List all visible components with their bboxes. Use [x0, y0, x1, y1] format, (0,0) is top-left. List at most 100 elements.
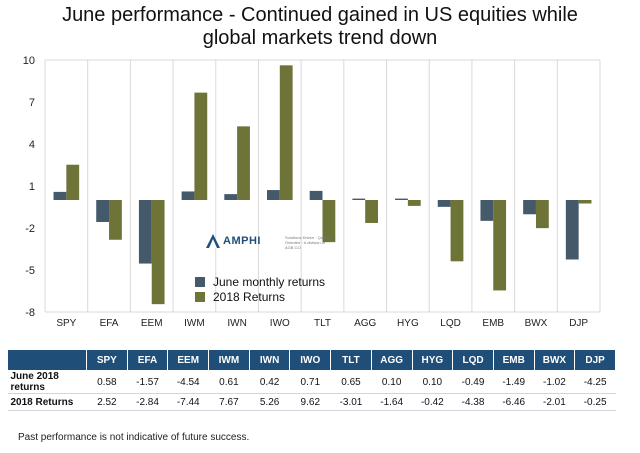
bar-ytd-eem — [151, 200, 165, 305]
table-header-row: SPY EFA EEM IWM IWN IWO TLT AGG HYG LQD … — [7, 349, 616, 371]
bar-ytd-agg — [365, 200, 378, 223]
y-tick-label: 1 — [29, 181, 35, 193]
table-cell: 9.62 — [289, 393, 331, 411]
bar-june-hyg — [395, 198, 408, 200]
y-tick-label: -8 — [25, 307, 35, 319]
x-tick-label: DJP — [569, 318, 588, 328]
table-row: 2018 Returns 2.52 -2.84 -7.44 7.67 5.26 … — [7, 393, 616, 411]
table-row-label: June 2018 returns — [7, 370, 87, 394]
x-tick-label: LQD — [440, 318, 461, 328]
legend-item-ytd: 2018 Returns — [195, 289, 325, 304]
x-tick-label: IWO — [270, 318, 290, 328]
bar-june-lqd — [437, 200, 451, 207]
table-cell: -4.25 — [574, 370, 616, 394]
table-cell: -6.46 — [493, 393, 535, 411]
bar-ytd-efa — [109, 200, 122, 240]
bar-june-bwx — [523, 200, 536, 215]
table-cell: -7.44 — [167, 393, 209, 411]
y-tick-label: 4 — [29, 139, 35, 151]
bar-ytd-lqd — [450, 200, 464, 262]
table-row: June 2018 returns 0.58 -1.57 -4.54 0.61 … — [7, 370, 616, 394]
table-header-cell: HYG — [411, 349, 454, 371]
footnote: Past performance is not indicative of fu… — [18, 432, 250, 443]
table-cell: 5.26 — [249, 393, 290, 411]
table-cell: -0.42 — [412, 393, 453, 411]
bar-june-iwo — [267, 190, 280, 200]
table-header-cell: DJP — [574, 349, 616, 371]
title-line-2: global markets trend down — [202, 27, 438, 49]
bar-june-tlt — [309, 190, 323, 200]
table-cell: 0.10 — [371, 370, 412, 394]
x-tick-label: EFA — [100, 318, 119, 328]
table-header-cell: IWM — [208, 349, 250, 371]
bar-june-eem — [138, 200, 152, 264]
x-tick-label: EEM — [141, 318, 163, 328]
table-cell: -4.54 — [167, 370, 209, 394]
table-cell: -3.01 — [330, 393, 372, 411]
bar-ytd-emb — [493, 200, 507, 291]
returns-table: SPY EFA EEM IWM IWN IWO TLT AGG HYG LQD … — [7, 349, 616, 411]
table-cell: -2.01 — [534, 393, 575, 411]
table-header-cell: IWN — [248, 349, 291, 371]
x-tick-label: SPY — [56, 318, 76, 328]
table-header-cell: EMB — [492, 349, 535, 371]
legend-label-june: June monthly returns — [213, 274, 326, 289]
table-cell: 7.67 — [208, 393, 250, 411]
table-cell: -1.57 — [127, 370, 168, 394]
bar-ytd-iwo — [279, 65, 293, 200]
bar-june-emb — [480, 200, 494, 221]
bar-june-agg — [352, 198, 366, 200]
y-tick-label: -5 — [25, 265, 35, 277]
table-row-label: 2018 Returns — [7, 393, 87, 411]
x-tick-label: IWN — [227, 318, 246, 328]
logo-tagline: Solutions Driven · Quality Oriented · A … — [285, 235, 331, 250]
bar-ytd-spy — [66, 164, 80, 200]
bar-ytd-tlt — [322, 200, 336, 243]
table-cell: 0.65 — [330, 370, 372, 394]
table-header-cell — [7, 349, 87, 371]
bar-ytd-hyg — [407, 200, 421, 206]
bar-june-efa — [96, 200, 110, 222]
table-cell: -0.49 — [452, 370, 494, 394]
table-header-cell: BWX — [533, 349, 576, 371]
y-tick-label: 10 — [23, 55, 35, 67]
table-cell: 0.42 — [249, 370, 290, 394]
title-line-1: June performance - Continued gained in U… — [62, 4, 578, 26]
y-tick-label: 7 — [29, 97, 35, 109]
x-tick-label: AGG — [354, 318, 376, 328]
bar-ytd-iwn — [237, 126, 250, 200]
table-cell: -2.84 — [127, 393, 168, 411]
table-header-cell: LQD — [452, 349, 494, 371]
table-cell: 0.61 — [208, 370, 250, 394]
table-header-cell: AGG — [370, 349, 413, 371]
table-cell: -1.64 — [371, 393, 412, 411]
table-header-cell: SPY — [86, 349, 128, 371]
logo: AMPHI Solutions Driven · Quality Oriente… — [205, 233, 330, 251]
x-tick-label: TLT — [314, 318, 331, 328]
amphi-logo-icon — [206, 234, 220, 248]
table-cell: 0.58 — [86, 370, 128, 394]
table-cell: 2.52 — [86, 393, 128, 411]
table-cell: -4.38 — [452, 393, 494, 411]
x-tick-label: BWX — [525, 318, 548, 328]
x-tick-label: HYG — [397, 318, 419, 328]
bar-june-iwn — [224, 194, 238, 200]
table-header-cell: TLT — [330, 349, 372, 371]
legend-swatch-june — [195, 276, 205, 287]
table-cell: 0.10 — [412, 370, 453, 394]
table-header-cell: IWO — [289, 349, 332, 371]
legend-label-ytd: 2018 Returns — [213, 289, 286, 304]
table-cell: 0.71 — [289, 370, 331, 394]
logo-text: AMPHI — [223, 235, 261, 247]
bar-june-djp — [565, 200, 579, 260]
table-cell: -1.49 — [493, 370, 535, 394]
legend-swatch-ytd — [195, 291, 205, 302]
bar-june-spy — [53, 191, 67, 200]
x-tick-label: IWM — [184, 318, 205, 328]
table-cell: -0.25 — [574, 393, 616, 411]
bar-ytd-djp — [578, 200, 592, 204]
x-tick-label: EMB — [482, 318, 504, 328]
table-header-cell: EEM — [167, 349, 210, 371]
bar-ytd-bwx — [535, 200, 549, 229]
chart-title: June performance - Continued gained in U… — [0, 4, 640, 50]
